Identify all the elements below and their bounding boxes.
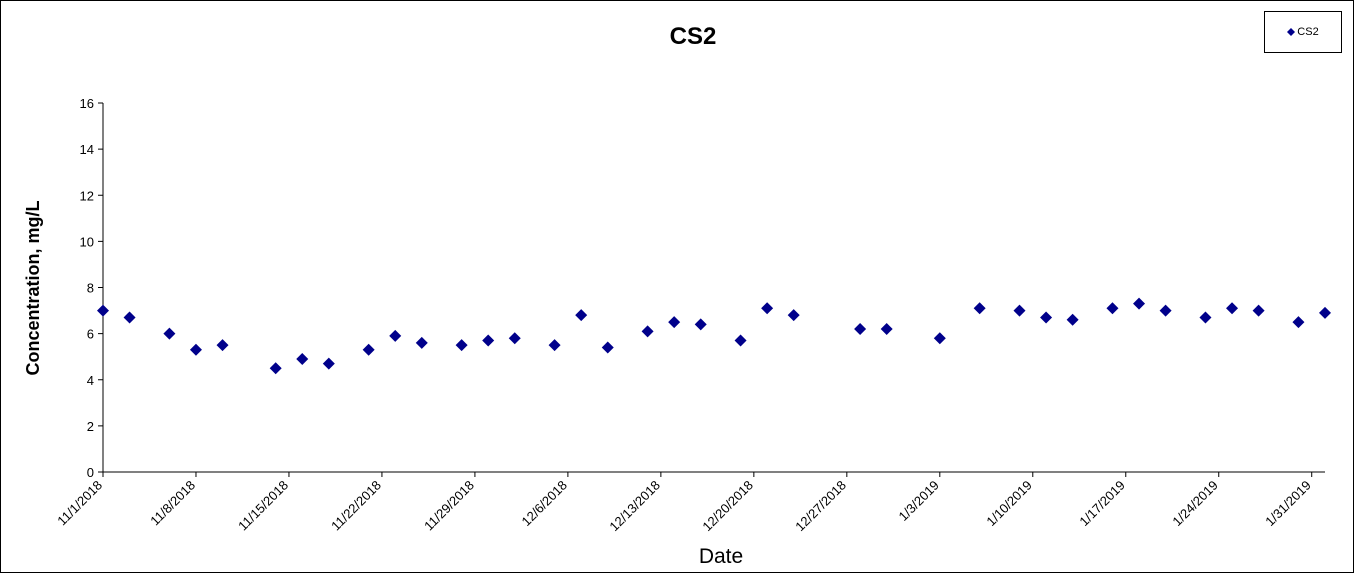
x-tick-label: 12/13/2018 [606, 478, 663, 535]
data-point [734, 334, 747, 347]
data-point [482, 334, 495, 347]
data-point [389, 329, 402, 342]
data-point [508, 332, 521, 345]
x-tick-label: 11/15/2018 [235, 478, 291, 534]
data-points [97, 297, 1331, 375]
data-point [163, 327, 176, 340]
data-point [1252, 304, 1265, 317]
data-point [322, 357, 335, 370]
x-tick-label: 1/31/2019 [1262, 478, 1314, 530]
y-tick-label: 16 [80, 96, 94, 111]
x-tick-label: 1/10/2019 [983, 478, 1035, 530]
y-tick-label: 2 [87, 419, 94, 434]
legend-marker-diamond-icon [1287, 28, 1296, 36]
data-point [973, 302, 986, 315]
x-ticks: 11/1/2018 11/8/2018 11/15/2018 11/22/2018 11… [54, 472, 1314, 534]
y-tick-label: 14 [80, 142, 94, 157]
x-tick-label: 12/20/2018 [699, 478, 756, 535]
legend-entry-label: CS2 [1297, 26, 1319, 38]
data-point [575, 309, 588, 322]
data-point [854, 323, 867, 336]
y-tick-label: 12 [80, 188, 94, 203]
data-point [97, 304, 109, 317]
data-point [415, 336, 428, 349]
x-tick-label: 1/17/2019 [1076, 478, 1128, 530]
chart-title: CS2 [669, 23, 717, 50]
data-point [548, 339, 561, 352]
y-tick-label: 6 [87, 327, 94, 342]
data-point [455, 339, 468, 352]
data-point [1066, 313, 1079, 326]
y-ticks: 0 2 4 6 8 10 12 14 16 [80, 96, 103, 480]
data-point [189, 343, 202, 356]
x-tick-label: 12/27/2018 [792, 478, 849, 535]
data-point [668, 316, 681, 329]
data-point [1040, 311, 1053, 324]
axes [102, 103, 1325, 473]
x-axis-label: Date [699, 545, 743, 568]
x-tick-label: 11/22/2018 [328, 478, 384, 534]
data-point [362, 343, 375, 356]
data-point [123, 311, 136, 324]
data-point [933, 332, 946, 345]
data-point [880, 323, 893, 336]
y-tick-label: 0 [87, 465, 94, 480]
y-tick-label: 10 [80, 234, 94, 249]
data-point [787, 309, 800, 322]
data-point [1199, 311, 1212, 324]
data-point [694, 318, 707, 331]
data-point [761, 302, 774, 315]
x-tick-label: 11/29/2018 [421, 478, 477, 534]
data-point [296, 352, 309, 365]
data-point [1106, 302, 1119, 315]
x-tick-label: 1/24/2019 [1169, 478, 1221, 530]
data-point [1013, 304, 1026, 317]
x-tick-label: 12/6/2018 [519, 478, 571, 530]
data-point [1319, 306, 1331, 319]
y-tick-label: 4 [87, 373, 94, 388]
data-point [1292, 316, 1305, 329]
data-point [641, 325, 654, 338]
data-point [216, 339, 229, 352]
x-tick-label: 11/8/2018 [147, 478, 198, 529]
data-point [1226, 302, 1239, 315]
data-point [601, 341, 614, 354]
x-tick-label: 1/3/2019 [896, 478, 942, 524]
y-axis-label: Concentration, mg/L [23, 200, 43, 375]
x-tick-label: 11/1/2018 [54, 478, 105, 529]
data-point [269, 362, 282, 375]
data-point [1133, 297, 1146, 310]
legend: CS2 [1264, 11, 1342, 53]
data-point [1159, 304, 1172, 317]
y-tick-label: 8 [87, 281, 94, 296]
